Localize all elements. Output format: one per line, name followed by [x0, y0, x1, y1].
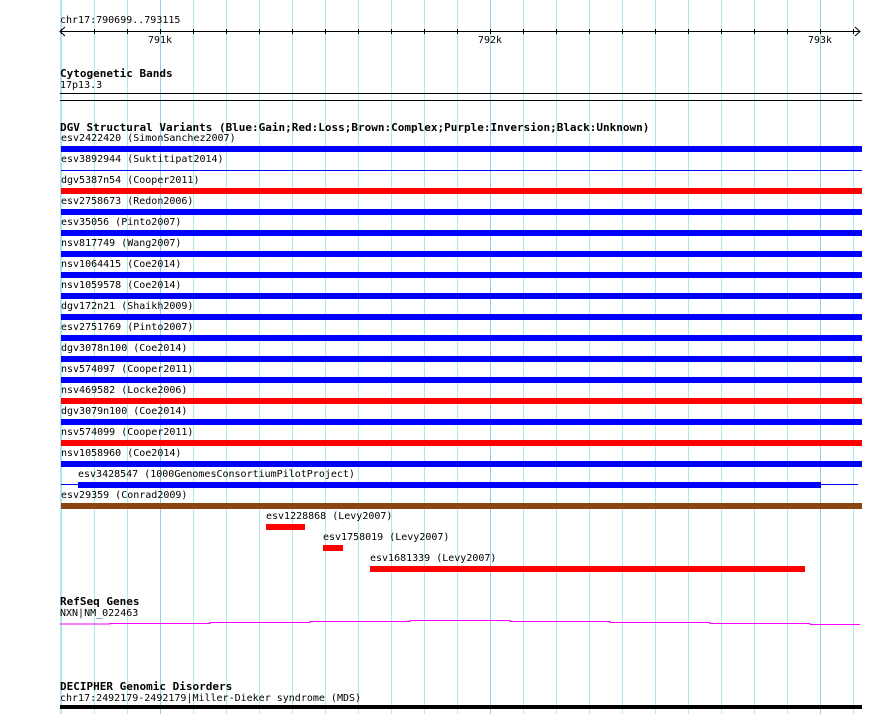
variant-bar-gain[interactable] [60, 230, 862, 236]
variant-label[interactable]: nsv574099 (Cooper2011) [61, 427, 194, 438]
variant-bar-loss[interactable] [265, 524, 306, 530]
variant-bar-gain[interactable] [60, 314, 862, 320]
variant-bar-loss[interactable] [323, 545, 344, 551]
variant-label[interactable]: nsv574097 (Cooper2011) [61, 364, 194, 375]
variant-label[interactable]: nsv1064415 (Coe2014) [61, 259, 182, 270]
variant-bar-gain[interactable] [60, 356, 862, 362]
track-title-dgv[interactable]: DGV Structural Variants (Blue:Gain;Red:L… [60, 121, 650, 134]
variant-label[interactable]: esv2422420 (SimonSanchez2007) [61, 133, 236, 144]
variant-bar-loss[interactable] [60, 188, 862, 194]
variant-label[interactable]: nsv817749 (Wang2007) [61, 238, 182, 249]
range-label: chr17:790699..793115 [60, 15, 181, 26]
variant-label[interactable]: esv1758019 (Levy2007) [323, 532, 450, 543]
variant-label[interactable]: esv3428547 (1000GenomesConsortiumPilotPr… [78, 469, 355, 480]
decipher-feature-label[interactable]: chr17:2492179-2492179|Miller-Dieker synd… [60, 693, 362, 704]
cytoband-outline-bottom [60, 100, 862, 101]
gene-model-nxn[interactable] [0, 610, 890, 630]
variant-bar-loss[interactable] [60, 440, 862, 446]
variant-label[interactable]: esv3892944 (Suktitipat2014) [61, 154, 224, 165]
variant-bar-gain[interactable] [60, 146, 862, 152]
variant-bar-gain[interactable] [78, 482, 821, 488]
variant-bar-complex[interactable] [60, 503, 862, 509]
variant-label[interactable]: esv2751769 (Pinto2007) [61, 322, 194, 333]
variant-bar-gain[interactable] [60, 272, 862, 278]
variant-bar-loss[interactable] [370, 566, 806, 572]
variant-label[interactable]: esv2758673 (Redon2006) [61, 196, 194, 207]
variant-bar-gain[interactable] [60, 377, 862, 383]
variant-label[interactable]: nsv1058960 (Coe2014) [61, 448, 182, 459]
ruler-tick-label: 793k [808, 35, 833, 46]
variant-bar-gain[interactable] [60, 170, 862, 171]
variant-label[interactable]: esv1681339 (Levy2007) [370, 553, 497, 564]
cytoband-outline-top [60, 93, 862, 94]
track-title-cytogenetic-bands[interactable]: Cytogenetic Bands [60, 67, 173, 80]
variant-label[interactable]: nsv1059578 (Coe2014) [61, 280, 182, 291]
ruler[interactable] [0, 0, 890, 50]
variant-label[interactable]: dgv5387n54 (Cooper2011) [61, 175, 200, 186]
ruler-tick-label: 791k [148, 35, 173, 46]
variant-label[interactable]: esv29359 (Conrad2009) [61, 490, 188, 501]
variant-bar-gain[interactable] [60, 209, 862, 215]
grid-line [60, 0, 61, 714]
variant-bar-gain[interactable] [60, 461, 862, 467]
variant-bar-gain[interactable] [60, 419, 862, 425]
variant-bar-gain[interactable] [60, 251, 862, 257]
variant-label[interactable]: esv1228868 (Levy2007) [266, 511, 393, 522]
variant-label[interactable]: nsv469582 (Locke2006) [61, 385, 188, 396]
variant-bar-gain[interactable] [60, 293, 862, 299]
scroll-left-arrow-icon [59, 26, 66, 37]
variant-label[interactable]: dgv3078n100 (Coe2014) [61, 343, 188, 354]
ruler-tick-label: 792k [478, 35, 503, 46]
track-title-refseq[interactable]: RefSeq Genes [60, 595, 140, 608]
variant-label[interactable]: dgv172n21 (Shaikh2009) [61, 301, 194, 312]
decipher-feature-bar[interactable] [60, 705, 862, 709]
variant-label[interactable]: esv35056 (Pinto2007) [61, 217, 182, 228]
gene-label[interactable]: NXN|NM_022463 [60, 608, 139, 619]
track-title-decipher[interactable]: DECIPHER Genomic Disorders [60, 680, 233, 693]
cytoband-label: 17p13.3 [60, 80, 103, 91]
variant-bar-gain[interactable] [60, 335, 862, 341]
variant-label[interactable]: dgv3079n100 (Coe2014) [61, 406, 188, 417]
variant-bar-loss[interactable] [60, 398, 862, 404]
scroll-right-arrow-icon [854, 26, 861, 37]
